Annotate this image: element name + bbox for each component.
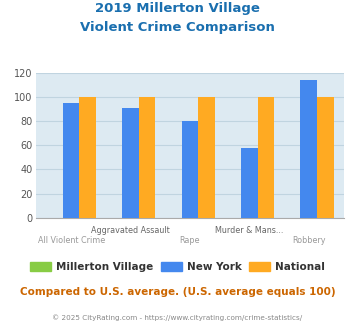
Legend: Millerton Village, New York, National: Millerton Village, New York, National xyxy=(26,258,329,276)
Bar xyxy=(80,97,96,218)
Text: All Violent Crime: All Violent Crime xyxy=(38,236,105,245)
Bar xyxy=(122,108,139,218)
Bar xyxy=(198,97,215,218)
Text: Violent Crime Comparison: Violent Crime Comparison xyxy=(80,21,275,34)
Text: 2019 Millerton Village: 2019 Millerton Village xyxy=(95,2,260,15)
Text: © 2025 CityRating.com - https://www.cityrating.com/crime-statistics/: © 2025 CityRating.com - https://www.city… xyxy=(53,314,302,321)
Text: Aggravated Assault: Aggravated Assault xyxy=(91,226,170,235)
Bar xyxy=(258,97,274,218)
Bar xyxy=(63,103,80,218)
Bar xyxy=(139,97,155,218)
Bar xyxy=(300,80,317,218)
Bar xyxy=(241,148,258,218)
Bar xyxy=(317,97,334,218)
Text: Rape: Rape xyxy=(180,236,200,245)
Text: Robbery: Robbery xyxy=(292,236,326,245)
Text: Compared to U.S. average. (U.S. average equals 100): Compared to U.S. average. (U.S. average … xyxy=(20,287,335,297)
Bar xyxy=(182,121,198,218)
Text: Murder & Mans...: Murder & Mans... xyxy=(215,226,284,235)
